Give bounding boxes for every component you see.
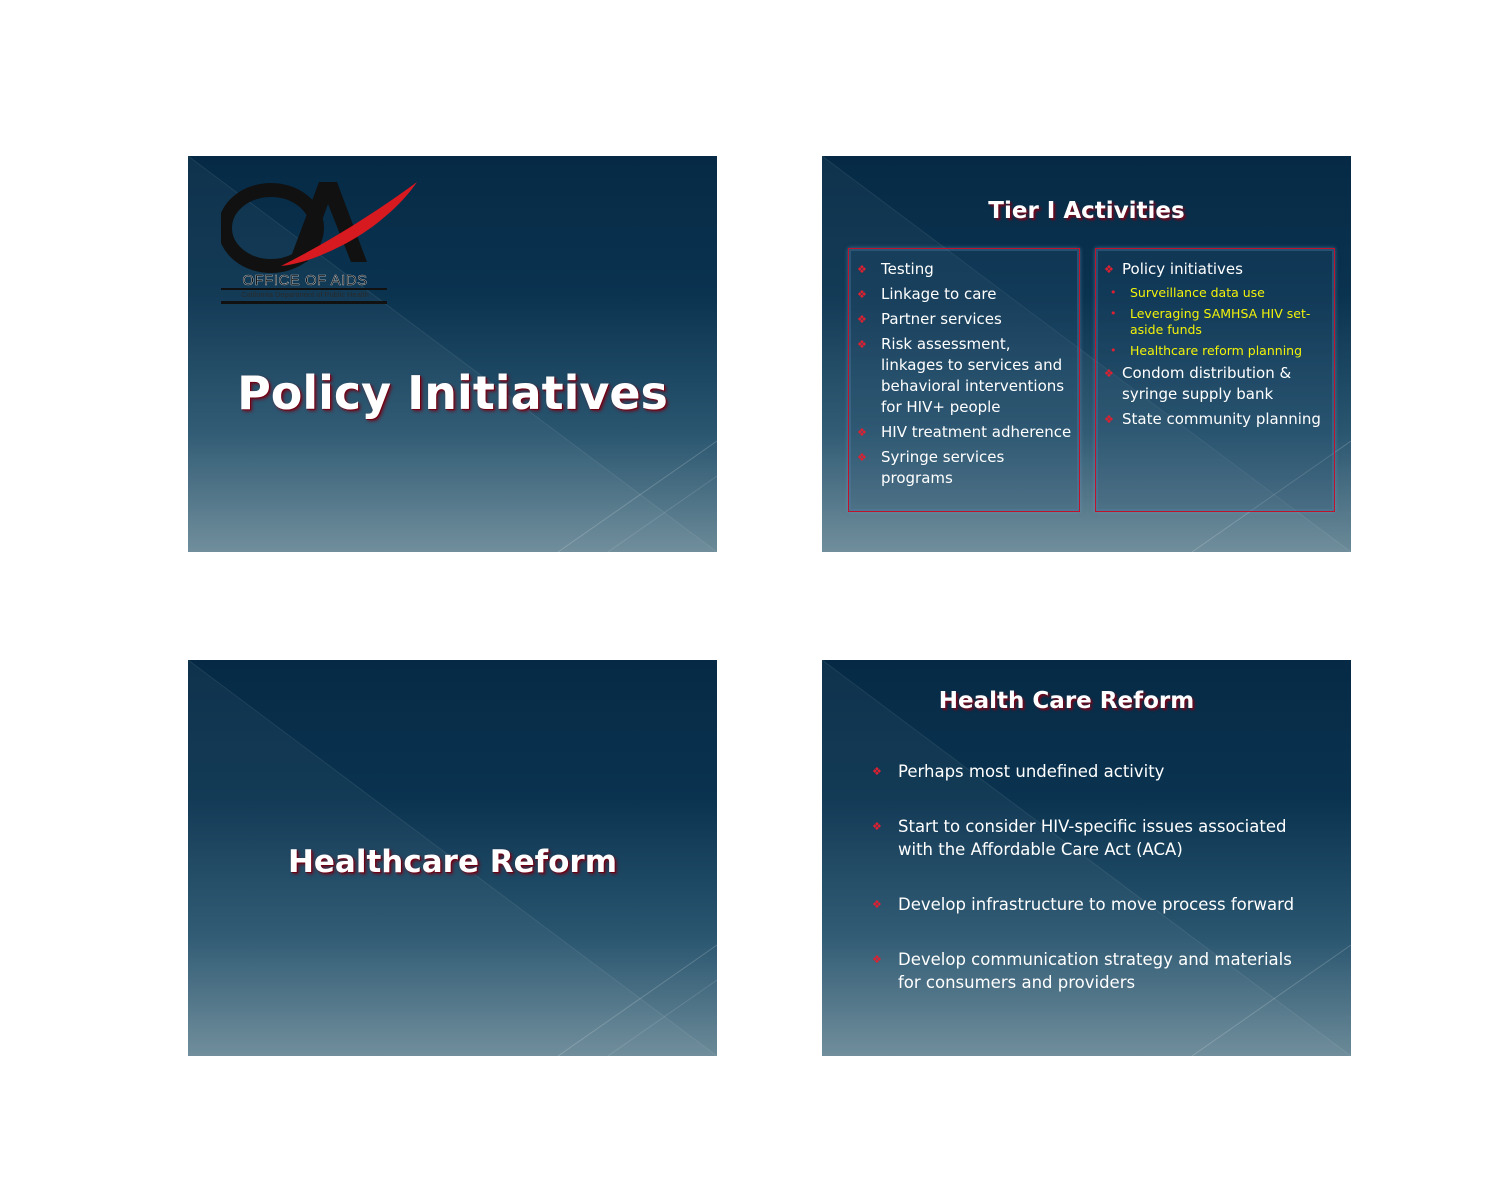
list-item-text: HIV treatment adherence bbox=[881, 423, 1072, 441]
bullet-icon: ❖ bbox=[857, 313, 867, 326]
sub-bullet-icon: • bbox=[1110, 344, 1117, 357]
bullet-icon: ❖ bbox=[857, 338, 867, 351]
list-item-text: Linkage to care bbox=[881, 285, 997, 303]
bullet-icon: ❖ bbox=[872, 953, 882, 966]
slide-title: Policy Initiatives bbox=[237, 366, 668, 420]
list-item: ❖ HIV treatment adherence bbox=[857, 422, 1073, 443]
sub-bullet-icon: • bbox=[1110, 286, 1117, 299]
list-item: ❖ Perhaps most undefined activity bbox=[872, 760, 1312, 783]
bullet-icon: ❖ bbox=[857, 451, 867, 464]
list-item: ❖ Linkage to care bbox=[857, 284, 1073, 305]
sub-list-item-text: Surveillance data use bbox=[1130, 285, 1265, 300]
list-item: ❖ Risk assessment, linkages to services a… bbox=[857, 334, 1073, 418]
sub-list: • Surveillance data use • Leveraging SAMHSA… bbox=[1104, 285, 1328, 359]
bullet-icon: ❖ bbox=[872, 898, 882, 911]
logo-subtitle: California Department of Public Health bbox=[241, 290, 369, 299]
slide-title: Tier I Activities bbox=[988, 198, 1185, 224]
sub-bullet-icon: • bbox=[1110, 307, 1117, 320]
sub-list-item: • Healthcare reform planning bbox=[1104, 343, 1328, 359]
slide-background-decoration bbox=[188, 660, 717, 1056]
sub-list-item: • Leveraging SAMHSA HIV set-aside funds bbox=[1104, 306, 1328, 338]
list-item-text: Develop infrastructure to move process f… bbox=[898, 895, 1295, 914]
office-of-aids-logo: OFFICE OF AIDS California Department of … bbox=[218, 176, 421, 306]
list-item-text: State community planning bbox=[1122, 410, 1321, 428]
right-activities-box: ❖ Policy initiatives • Surveillance data us… bbox=[1095, 248, 1335, 512]
list-item-text: Develop communication strategy and mater… bbox=[898, 950, 1292, 992]
bullet-icon: ❖ bbox=[857, 426, 867, 439]
list-item-text: Perhaps most undefined activity bbox=[898, 762, 1165, 781]
slide-policy-initiatives: OFFICE OF AIDS California Department of … bbox=[188, 156, 717, 552]
bullet-icon: ❖ bbox=[872, 820, 882, 833]
list-item: ❖ Policy initiatives • Surveillance data us… bbox=[1104, 259, 1328, 359]
list-item-text: Syringe services programs bbox=[881, 448, 1005, 487]
bullet-icon: ❖ bbox=[1104, 413, 1114, 426]
sub-list-item: • Surveillance data use bbox=[1104, 285, 1328, 301]
sub-list-item-text: Healthcare reform planning bbox=[1130, 343, 1303, 358]
slide-title: Healthcare Reform bbox=[287, 844, 618, 880]
slide-tier-i-activities: Tier I Activities ❖ Testing ❖ Linkage to ca… bbox=[822, 156, 1351, 552]
logo-graphic bbox=[218, 182, 417, 304]
sub-list-item-text: Leveraging SAMHSA HIV set-aside funds bbox=[1130, 306, 1311, 337]
list-item-text: Partner services bbox=[881, 310, 1002, 328]
list-item-text: Condom distribution & syringe supply ban… bbox=[1122, 364, 1292, 403]
list-item: ❖ Partner services bbox=[857, 309, 1073, 330]
right-activities-list: ❖ Policy initiatives • Surveillance data us… bbox=[1096, 249, 1334, 430]
list-item: ❖ State community planning bbox=[1104, 409, 1328, 430]
bullet-icon: ❖ bbox=[857, 263, 867, 276]
slide-healthcare-reform: Healthcare Reform bbox=[188, 660, 717, 1056]
list-item: ❖ Syringe services programs bbox=[857, 447, 1073, 489]
list-item-text: Policy initiatives bbox=[1122, 260, 1243, 278]
list-item-text: Testing bbox=[881, 260, 934, 278]
bullet-icon: ❖ bbox=[1104, 263, 1114, 276]
list-item: ❖ Condom distribution & syringe supply ba… bbox=[1104, 363, 1328, 405]
list-item-text: Risk assessment, linkages to services an… bbox=[881, 335, 1065, 416]
logo-name: OFFICE OF AIDS bbox=[242, 272, 368, 289]
bullet-icon: ❖ bbox=[1104, 367, 1114, 380]
bullet-icon: ❖ bbox=[857, 288, 867, 301]
left-activities-list: ❖ Testing ❖ Linkage to care ❖ Partner service… bbox=[849, 249, 1079, 489]
left-activities-box: ❖ Testing ❖ Linkage to care ❖ Partner service… bbox=[848, 248, 1080, 512]
slide-title: Health Care Reform bbox=[938, 688, 1195, 714]
list-item: ❖ Start to consider HIV-specific issues a… bbox=[872, 815, 1312, 861]
list-item: ❖ Develop communication strategy and mate… bbox=[872, 948, 1312, 994]
list-item: ❖ Testing bbox=[857, 259, 1073, 280]
list-item-text: Start to consider HIV-specific issues as… bbox=[898, 817, 1287, 859]
slide-background-decoration bbox=[822, 660, 1351, 1056]
reform-bullet-list: ❖ Perhaps most undefined activity ❖ Start t… bbox=[872, 760, 1312, 1026]
slide-health-care-reform: Health Care Reform ❖ Perhaps most undefin… bbox=[822, 660, 1351, 1056]
list-item: ❖ Develop infrastructure to move process … bbox=[872, 893, 1312, 916]
bullet-icon: ❖ bbox=[872, 765, 882, 778]
slide-background-decoration bbox=[822, 156, 1351, 552]
